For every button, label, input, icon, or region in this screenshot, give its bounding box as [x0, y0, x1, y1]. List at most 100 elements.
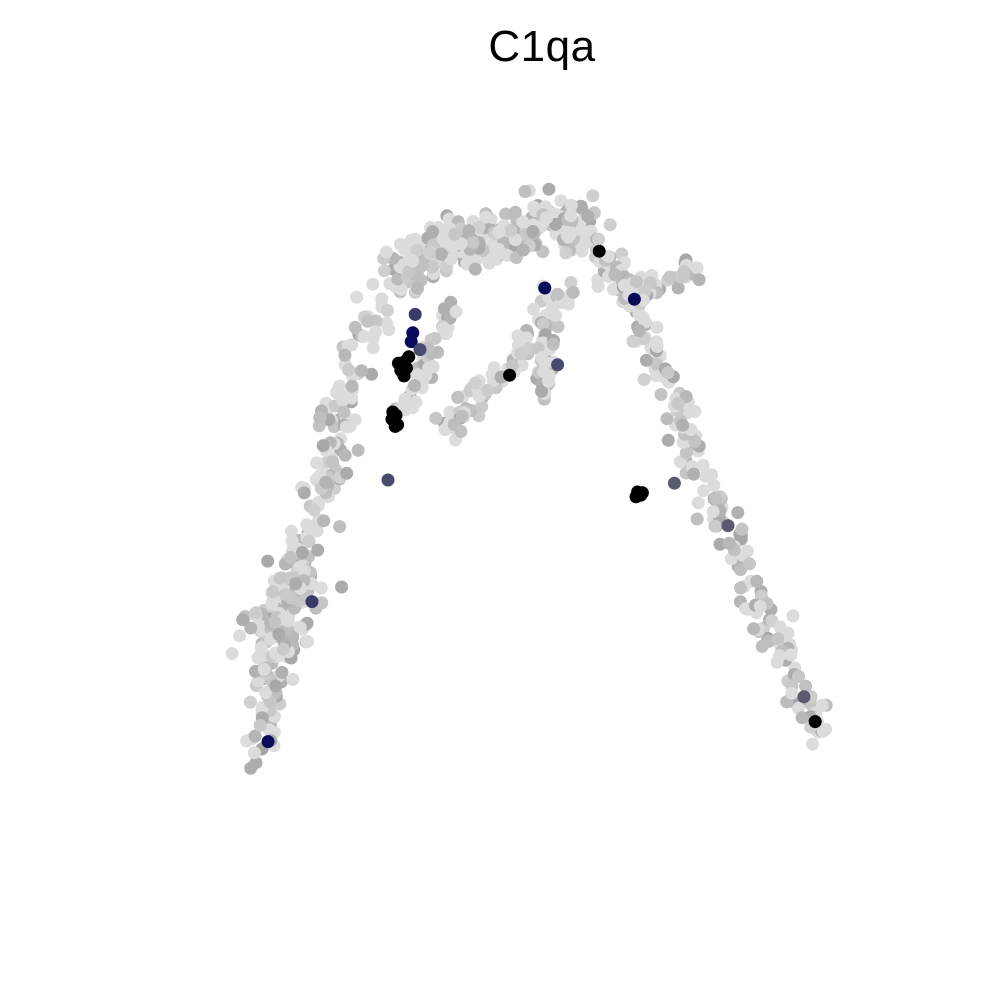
cell-point	[429, 411, 443, 425]
cell-point	[422, 246, 436, 260]
cell-point	[348, 413, 362, 427]
cell-point	[629, 275, 643, 289]
cell-point	[650, 339, 664, 353]
cell-point	[285, 534, 299, 548]
cell-point	[236, 613, 250, 627]
expressing-cell-point	[388, 419, 402, 433]
cell-point	[661, 366, 675, 380]
expressing-cell-point	[413, 343, 427, 357]
cell-point	[574, 199, 588, 213]
cell-point	[679, 446, 693, 460]
cell-point	[661, 433, 675, 447]
cell-point	[650, 320, 664, 334]
cell-point	[492, 225, 506, 239]
cell-point	[436, 232, 450, 246]
cell-point	[335, 580, 349, 594]
cell-point	[233, 629, 247, 643]
cell-point	[472, 221, 486, 234]
cell-point	[468, 376, 482, 390]
expressing-cell-point	[797, 690, 811, 704]
cell-point	[785, 686, 799, 700]
cell-point	[671, 281, 685, 295]
cell-point	[266, 585, 280, 599]
cell-point	[398, 392, 412, 406]
cell-point	[365, 367, 378, 381]
cell-point	[348, 320, 362, 334]
cell-point	[411, 281, 424, 295]
cell-point	[551, 320, 565, 333]
cell-point	[546, 337, 560, 351]
cell-point	[617, 278, 631, 292]
cell-point	[410, 243, 424, 257]
cell-point	[771, 632, 785, 646]
cell-point	[688, 405, 702, 418]
cell-point	[302, 534, 316, 548]
cell-point	[692, 273, 706, 287]
cell-point	[314, 581, 328, 595]
cell-point	[677, 269, 691, 283]
cell-point	[342, 363, 355, 377]
cell-point	[425, 260, 439, 274]
cell-point	[247, 746, 261, 760]
cell-point	[786, 609, 800, 623]
cell-point	[269, 679, 283, 693]
cell-point	[731, 506, 745, 520]
cell-point	[806, 737, 819, 751]
cell-point	[671, 397, 685, 411]
expressing-cell-point	[402, 350, 416, 364]
cell-point	[508, 205, 522, 219]
cell-point	[319, 475, 333, 489]
cell-point	[784, 648, 798, 662]
cell-point	[654, 388, 668, 401]
cell-point	[313, 411, 327, 425]
cell-point	[451, 390, 465, 404]
cell-point	[257, 662, 271, 676]
cell-point	[357, 329, 371, 343]
cell-point	[408, 379, 421, 392]
expressing-cell-point	[305, 595, 319, 609]
cell-point	[345, 379, 359, 393]
cell-point	[481, 383, 495, 397]
cell-point	[333, 520, 347, 534]
cell-point	[636, 311, 650, 324]
cell-point	[244, 621, 258, 635]
cell-point	[337, 405, 351, 419]
cell-point	[297, 486, 311, 500]
cell-point	[243, 695, 257, 709]
cell-point	[462, 224, 476, 238]
cell-point	[351, 443, 365, 457]
cell-point	[706, 505, 720, 519]
cell-point	[540, 211, 554, 225]
expressing-cell-point	[635, 486, 649, 500]
cell-point	[527, 302, 540, 316]
cell-point	[739, 602, 753, 616]
cell-point	[564, 276, 578, 289]
expressing-cell-point	[627, 292, 641, 306]
cell-point	[708, 519, 722, 533]
cell-point	[660, 412, 674, 426]
cell-point	[792, 669, 806, 683]
cell-point	[575, 223, 589, 237]
cell-point	[632, 324, 646, 338]
cell-point	[542, 374, 556, 388]
cell-point	[454, 237, 468, 251]
cell-point	[735, 522, 749, 536]
cell-point	[315, 596, 329, 610]
expressing-cell-point	[408, 307, 422, 321]
cell-point	[303, 523, 317, 537]
cell-point	[366, 341, 380, 355]
expressing-cell-point	[397, 369, 411, 383]
cell-point	[316, 439, 330, 453]
cell-point	[369, 325, 383, 339]
cell-point	[307, 503, 321, 517]
cell-point	[310, 456, 324, 470]
cell-point	[499, 207, 513, 221]
cell-point	[515, 358, 529, 372]
cell-point	[743, 557, 756, 571]
cell-point	[518, 185, 532, 198]
cell-point	[697, 484, 711, 498]
cell-point	[379, 245, 393, 259]
background-points-layer	[225, 182, 833, 775]
cell-point	[516, 215, 530, 229]
cell-point	[526, 225, 540, 238]
